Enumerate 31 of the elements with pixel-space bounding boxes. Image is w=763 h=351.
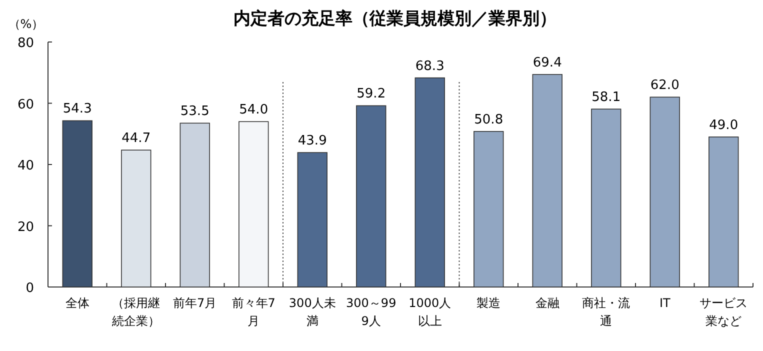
- x-tick-label: サービス業など: [700, 296, 748, 328]
- x-tick-label: 300～999人: [346, 296, 396, 328]
- data-label: 54.3: [62, 102, 92, 117]
- data-label: 62.0: [650, 78, 680, 94]
- y-tick-label: 60: [17, 97, 34, 112]
- data-label: 54.0: [239, 102, 268, 118]
- data-label: 44.7: [122, 131, 151, 146]
- data-label: 49.0: [709, 118, 738, 133]
- x-tick-label: 1000人以上: [408, 296, 452, 328]
- y-tick-label: 80: [17, 36, 34, 51]
- y-tick-label: 40: [17, 158, 34, 174]
- x-tick-label: （採用継続企業）: [111, 296, 160, 328]
- x-tick-label: 製造: [476, 296, 501, 310]
- data-label: 69.4: [532, 55, 562, 70]
- data-label: 43.9: [298, 134, 327, 149]
- data-label: 53.5: [180, 104, 210, 120]
- chart-title: 内定者の充足率（従業員規模別／業界別）: [234, 9, 556, 29]
- x-tick-label: 商社・流通: [582, 296, 630, 328]
- y-tick-label: 0: [26, 281, 34, 296]
- x-tick-label: 前年7月: [173, 296, 217, 310]
- x-tick-label: 全体: [65, 296, 90, 310]
- y-tick-label: 20: [17, 220, 34, 235]
- x-tick-label: 金融: [535, 296, 560, 310]
- x-tick-label: 300人未満: [288, 296, 336, 328]
- data-label: 59.2: [356, 86, 386, 102]
- data-label: 50.8: [474, 112, 504, 128]
- data-label: 68.3: [415, 58, 444, 74]
- x-tick-label: IT: [659, 296, 671, 310]
- data-label: 58.1: [592, 90, 621, 106]
- x-tick-label: 前々年7月: [232, 296, 276, 328]
- y-axis-title: （%）: [8, 17, 44, 31]
